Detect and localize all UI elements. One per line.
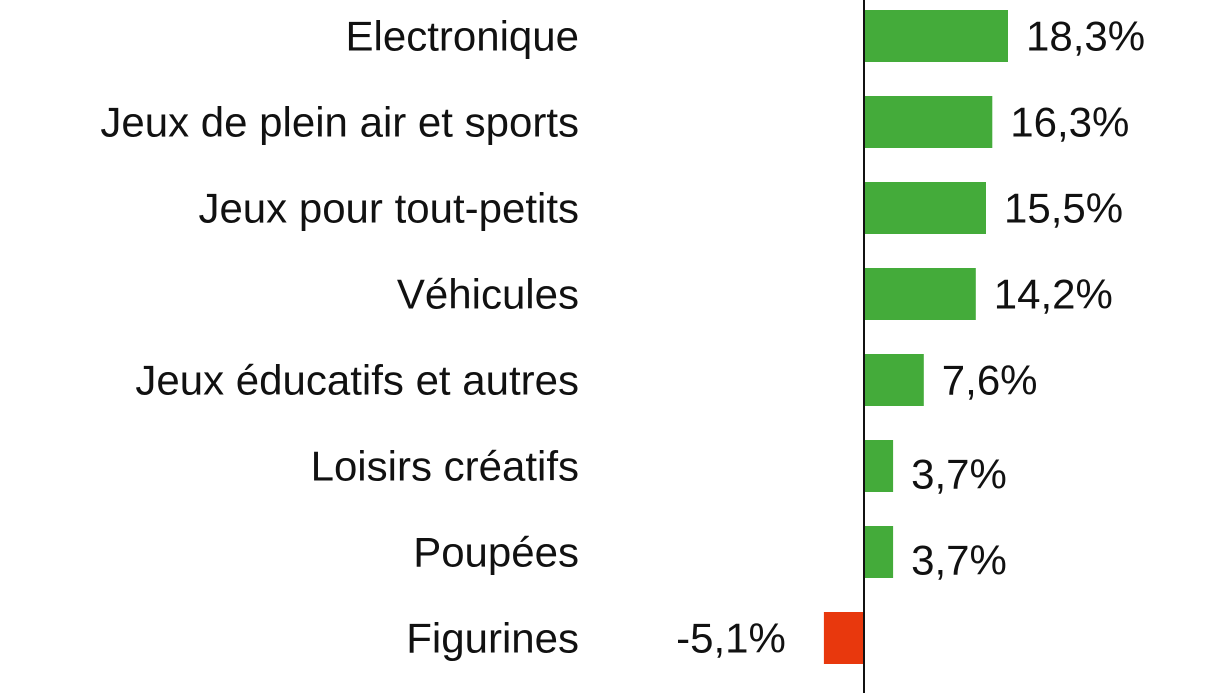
value-labels-group: 18,3% 16,3% 15,5% 14,2% 7,6% 3,7% 3,7% -5,1%	[676, 13, 1145, 662]
bar-6	[864, 526, 894, 578]
value-label-4: 7,6%	[942, 357, 1038, 404]
category-labels-group: Electronique Jeux de plein air et sports J…	[100, 13, 579, 662]
bar-0	[864, 10, 1008, 62]
bar-2	[864, 182, 986, 234]
bar-4	[864, 354, 924, 406]
value-label-5: 3,7%	[911, 451, 1007, 498]
category-label-4: Jeux éducatifs et autres	[135, 357, 579, 404]
category-label-1: Jeux de plein air et sports	[100, 99, 579, 146]
bar-3	[864, 268, 976, 320]
category-label-5: Loisirs créatifs	[311, 443, 579, 490]
bar-1	[864, 96, 993, 148]
value-label-0: 18,3%	[1026, 13, 1145, 60]
value-label-1: 16,3%	[1010, 99, 1129, 146]
category-label-2: Jeux pour tout-petits	[198, 185, 579, 232]
bar-5	[864, 440, 894, 492]
category-label-0: Electronique	[346, 13, 579, 60]
bar-7	[823, 612, 864, 664]
value-label-2: 15,5%	[1004, 185, 1123, 232]
category-label-6: Poupées	[413, 529, 579, 576]
bars-group	[823, 10, 1008, 664]
value-label-6: 3,7%	[911, 537, 1007, 584]
category-label-3: Véhicules	[397, 271, 579, 318]
category-label-7: Figurines	[406, 615, 579, 662]
value-label-3: 14,2%	[994, 271, 1113, 318]
value-label-7: -5,1%	[676, 615, 786, 662]
